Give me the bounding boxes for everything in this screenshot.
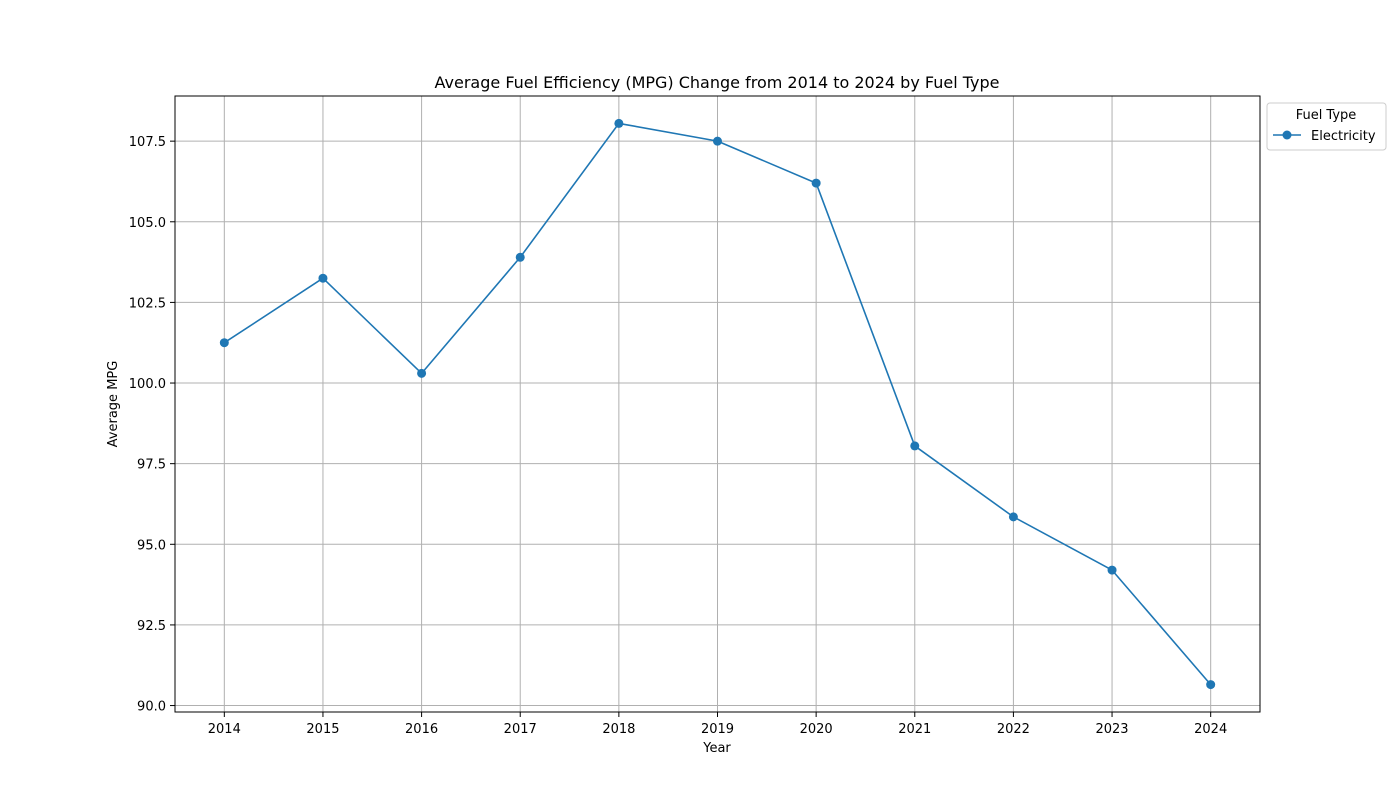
data-point-electricity-2015 bbox=[318, 273, 328, 283]
legend-entry-electricity: Electricity bbox=[1311, 129, 1376, 144]
y-tick-label: 100.0 bbox=[129, 377, 166, 392]
data-point-electricity-2021 bbox=[910, 441, 920, 451]
legend-box bbox=[1266, 102, 1387, 151]
x-tick-label: 2018 bbox=[602, 722, 635, 737]
x-axis-label: Year bbox=[702, 741, 731, 756]
x-tick-label: 2015 bbox=[306, 722, 339, 737]
data-point-electricity-2017 bbox=[515, 252, 525, 262]
data-point-electricity-2018 bbox=[614, 118, 624, 128]
x-tick-label: 2022 bbox=[997, 722, 1030, 737]
legend-marker-swatch bbox=[1282, 130, 1292, 140]
legend: Fuel Type Electricity bbox=[1266, 102, 1387, 151]
y-tick-label: 107.5 bbox=[129, 135, 166, 150]
x-tick-label: 2019 bbox=[701, 722, 734, 737]
x-tick-label: 2023 bbox=[1095, 722, 1128, 737]
y-tick-label: 105.0 bbox=[129, 216, 166, 231]
data-point-electricity-2024 bbox=[1206, 680, 1216, 690]
data-point-electricity-2014 bbox=[219, 338, 229, 348]
y-tick-label: 92.5 bbox=[137, 619, 166, 634]
series-layer bbox=[219, 118, 1216, 690]
y-tick-label: 90.0 bbox=[137, 700, 166, 715]
x-axis-ticks: 2014 2015 2016 2017 2018 2019 2020 2021 2022 2023… bbox=[208, 712, 1227, 737]
y-axis-label: Average MPG bbox=[106, 361, 121, 448]
x-tick-label: 2014 bbox=[208, 722, 241, 737]
data-point-electricity-2016 bbox=[417, 368, 427, 378]
y-tick-label: 102.5 bbox=[129, 296, 166, 311]
data-point-electricity-2022 bbox=[1008, 512, 1018, 522]
y-axis-ticks: 90.0 92.5 95.0 97.5 100.0 102.5 105.0 107.5 bbox=[129, 135, 175, 715]
y-tick-label: 95.0 bbox=[137, 538, 166, 553]
x-tick-label: 2017 bbox=[504, 722, 537, 737]
x-tick-label: 2020 bbox=[800, 722, 833, 737]
data-point-electricity-2023 bbox=[1107, 565, 1117, 575]
grid bbox=[175, 96, 1260, 712]
x-tick-label: 2024 bbox=[1194, 722, 1227, 737]
y-tick-label: 97.5 bbox=[137, 458, 166, 473]
data-point-electricity-2019 bbox=[713, 136, 722, 146]
data-point-electricity-2020 bbox=[811, 178, 821, 188]
x-tick-label: 2021 bbox=[898, 722, 931, 737]
legend-title: Fuel Type bbox=[1296, 108, 1357, 123]
x-tick-label: 2016 bbox=[405, 722, 438, 737]
chart-title: Average Fuel Efficiency (MPG) Change fro… bbox=[435, 73, 1000, 92]
